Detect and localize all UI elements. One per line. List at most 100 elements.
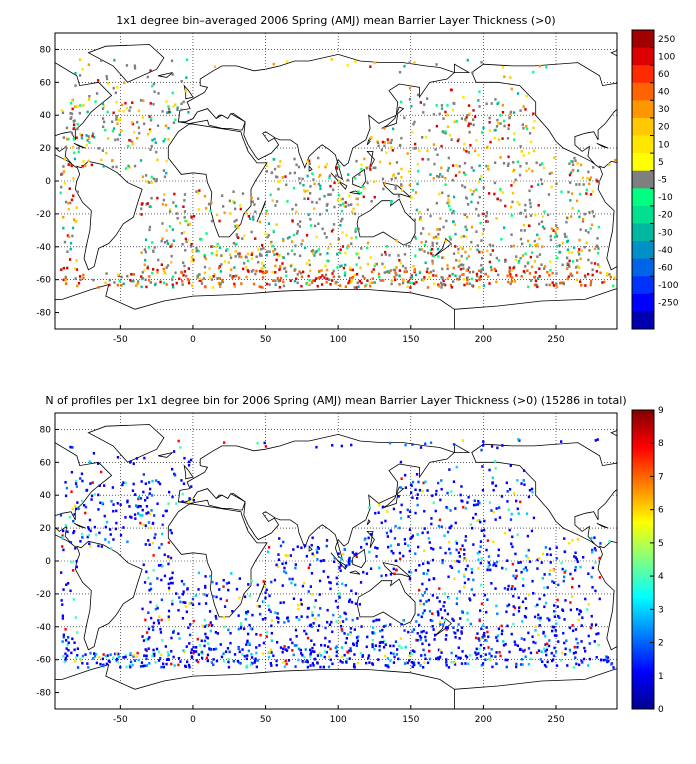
data-cell (394, 640, 398, 643)
data-cell (580, 284, 583, 287)
data-cell (508, 266, 511, 269)
data-cell (293, 279, 297, 283)
data-cell (307, 213, 310, 216)
data-cell (545, 644, 549, 647)
data-cell (331, 272, 334, 275)
data-cell (369, 256, 372, 259)
data-cell (196, 274, 199, 278)
data-cell (70, 470, 74, 474)
data-cell (464, 118, 467, 121)
data-cell (348, 194, 351, 198)
data-cell (426, 208, 429, 212)
data-cell (435, 242, 439, 245)
data-cell (72, 519, 75, 523)
data-cell (151, 138, 154, 142)
data-cell (279, 544, 283, 548)
data-cell (180, 80, 183, 83)
data-cell (329, 184, 332, 188)
data-cell (259, 252, 262, 256)
data-cell (107, 540, 110, 544)
data-cell (181, 492, 184, 496)
data-cell (155, 178, 158, 181)
data-cell (474, 149, 477, 153)
data-cell (72, 218, 76, 221)
data-cell (244, 211, 248, 215)
data-cell (262, 264, 265, 268)
data-cell (66, 137, 69, 141)
data-cell (318, 652, 321, 655)
data-cell (163, 175, 167, 179)
data-cell (478, 276, 481, 279)
data-cell (163, 553, 166, 557)
data-cell (578, 612, 581, 616)
data-cell (541, 577, 544, 580)
data-cell (122, 282, 125, 286)
data-cell (309, 218, 312, 221)
data-cell (139, 514, 142, 517)
data-cell (187, 267, 190, 270)
data-cell (177, 439, 180, 443)
data-cell (353, 663, 356, 666)
data-cell (447, 575, 450, 579)
data-cell (525, 127, 529, 131)
data-cell (405, 270, 408, 273)
data-cell (555, 282, 558, 286)
data-cell (584, 649, 587, 653)
coastline (74, 540, 143, 651)
data-cell (426, 267, 429, 271)
data-cell (157, 564, 161, 567)
data-cell (487, 167, 490, 171)
data-cell (511, 562, 514, 566)
data-cell (247, 215, 250, 218)
data-cell (146, 180, 149, 183)
data-cell (460, 254, 463, 258)
data-cell (381, 140, 384, 144)
coastline (55, 284, 455, 329)
data-cell (151, 241, 154, 244)
data-cell (485, 220, 488, 223)
data-cell (67, 207, 71, 211)
data-cell (486, 249, 489, 253)
data-cell (338, 275, 341, 279)
data-cell (415, 280, 418, 284)
data-cell (434, 633, 437, 637)
data-cell (203, 639, 207, 643)
data-cell (519, 500, 522, 504)
data-cell (275, 663, 278, 667)
data-cell (85, 489, 88, 492)
data-cell (181, 280, 184, 283)
chart-1-colorbar: 25010060403020105-5-10-20-30-40-60-100-2… (631, 29, 679, 330)
data-cell (446, 612, 449, 616)
data-cell (517, 609, 521, 613)
data-cell (569, 199, 572, 202)
data-cell (334, 599, 338, 603)
data-cell (501, 104, 504, 107)
data-cell (531, 635, 534, 638)
data-cell (190, 259, 193, 263)
data-cell (591, 566, 595, 570)
data-cell (449, 283, 452, 287)
data-cell (175, 502, 178, 505)
data-cell (444, 638, 447, 641)
data-cell (531, 579, 534, 583)
data-cell (113, 281, 116, 284)
data-cell (431, 241, 434, 245)
data-cell (525, 569, 529, 572)
data-cell (424, 261, 427, 265)
data-cell (592, 215, 596, 218)
coastline (177, 53, 456, 181)
data-cell (598, 265, 601, 268)
x-tick-label: 100 (330, 335, 347, 345)
data-cell (274, 279, 277, 283)
data-cell (211, 624, 214, 627)
data-cell (564, 599, 567, 602)
data-cell (421, 531, 424, 535)
data-cell (137, 495, 141, 499)
data-cell (128, 109, 131, 112)
data-cell (411, 665, 414, 669)
data-cell (149, 281, 152, 284)
data-cell (390, 138, 393, 142)
data-cell (438, 620, 442, 624)
data-cell (480, 174, 483, 178)
